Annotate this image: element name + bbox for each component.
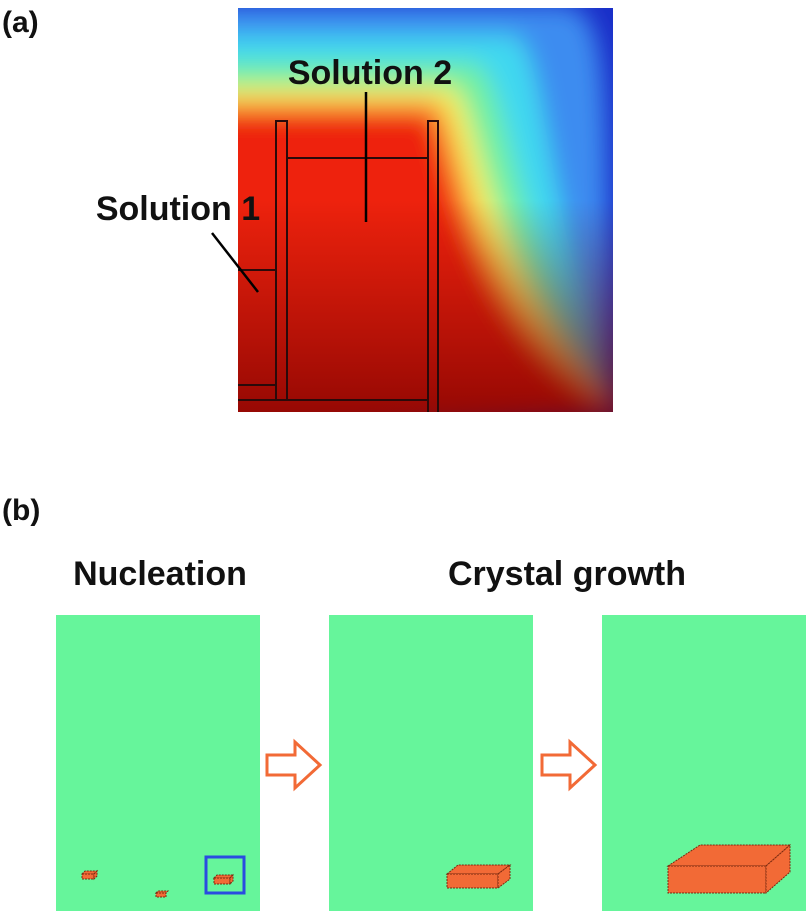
stage-title: Nucleation xyxy=(73,555,247,593)
concentration-field xyxy=(238,8,613,412)
annotation: Solution 2 xyxy=(288,54,452,92)
vessel xyxy=(238,120,439,412)
arrows xyxy=(265,738,598,792)
panel-label: (a) xyxy=(2,6,39,39)
highlight-box xyxy=(204,855,246,895)
leader-line xyxy=(211,232,259,293)
annotation: Solution 1 xyxy=(96,190,260,228)
stage-title: Crystal growth xyxy=(448,555,686,593)
panel-label: (b) xyxy=(2,494,40,527)
crystals xyxy=(80,843,792,898)
